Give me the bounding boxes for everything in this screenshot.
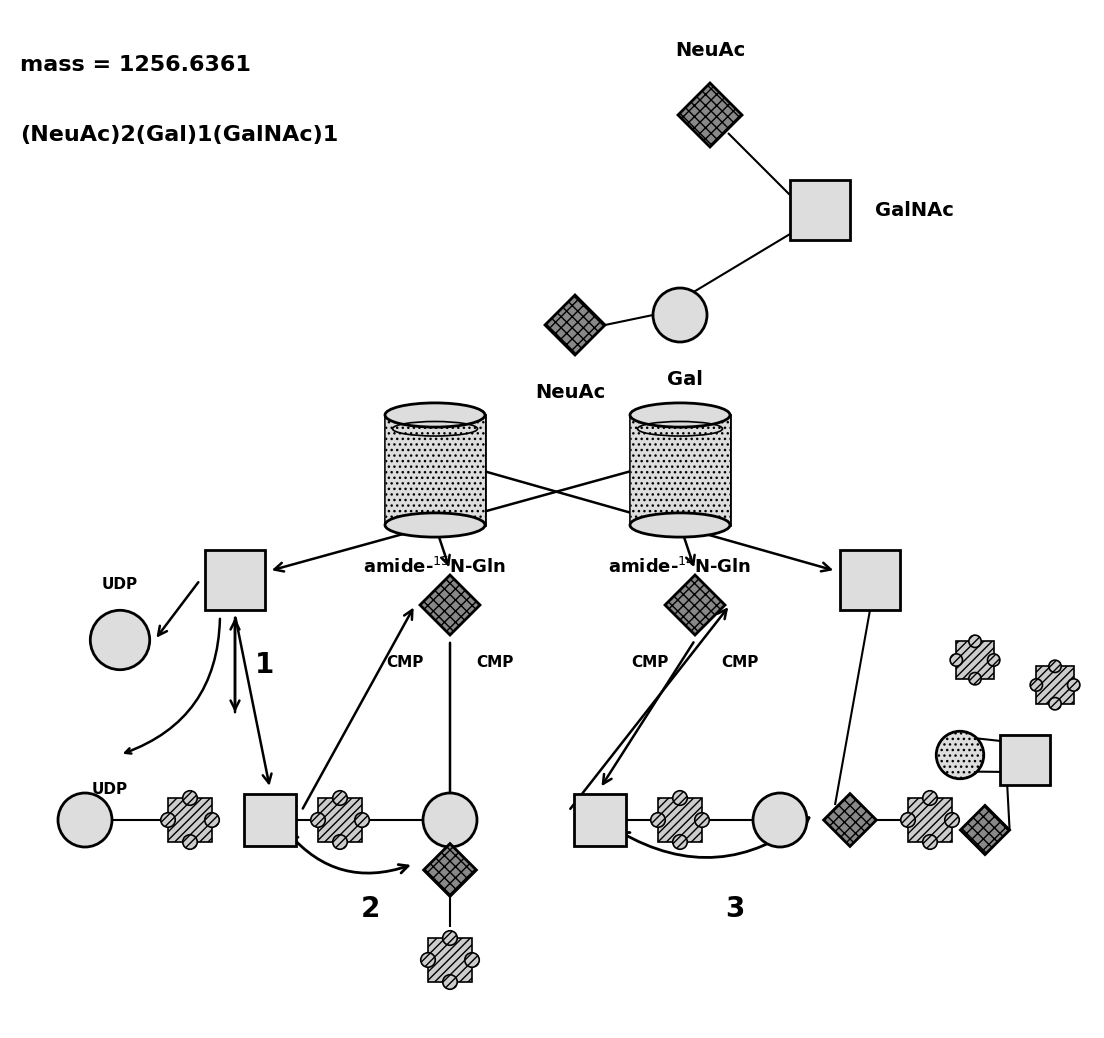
Bar [790, 180, 850, 240]
Bar [907, 798, 952, 842]
Circle shape [923, 791, 937, 805]
Circle shape [1030, 679, 1042, 691]
Text: 2: 2 [360, 895, 380, 923]
Circle shape [204, 813, 220, 827]
Bar [956, 641, 994, 679]
Text: CMP: CMP [721, 655, 758, 670]
Circle shape [923, 835, 937, 849]
Ellipse shape [385, 513, 485, 537]
Bar [205, 550, 265, 610]
Circle shape [652, 288, 707, 342]
Circle shape [694, 813, 709, 827]
Text: NeuAc: NeuAc [534, 383, 605, 402]
Ellipse shape [630, 513, 730, 537]
Circle shape [161, 813, 176, 827]
Polygon shape [960, 805, 1009, 854]
Bar [318, 798, 362, 842]
Circle shape [650, 813, 666, 827]
Circle shape [1068, 679, 1080, 691]
Circle shape [443, 931, 457, 946]
Circle shape [988, 654, 1000, 666]
Text: NeuAc: NeuAc [675, 40, 745, 60]
Polygon shape [665, 575, 725, 635]
Text: CMP: CMP [476, 655, 513, 670]
Text: amide-$^{15}$N-Gln: amide-$^{15}$N-Gln [363, 557, 507, 577]
Text: CMP: CMP [386, 655, 424, 670]
Polygon shape [824, 794, 877, 846]
Text: 3: 3 [725, 895, 745, 923]
Polygon shape [424, 844, 477, 897]
Circle shape [969, 673, 981, 685]
Text: 1: 1 [255, 651, 274, 679]
Circle shape [421, 953, 435, 967]
Text: amide-$^{14}$N-Gln: amide-$^{14}$N-Gln [608, 557, 752, 577]
Circle shape [332, 835, 348, 849]
Text: GalNAc: GalNAc [875, 200, 954, 219]
Circle shape [672, 835, 688, 849]
Ellipse shape [385, 403, 485, 427]
Circle shape [672, 791, 688, 805]
Circle shape [423, 793, 477, 847]
Ellipse shape [630, 403, 730, 427]
Circle shape [354, 813, 369, 827]
Circle shape [969, 635, 981, 648]
Text: Gal: Gal [667, 370, 703, 389]
Polygon shape [678, 83, 742, 147]
Circle shape [59, 793, 112, 847]
Bar [1000, 735, 1050, 785]
Circle shape [183, 835, 198, 849]
Circle shape [1049, 698, 1061, 710]
Circle shape [443, 975, 457, 989]
Bar [385, 415, 485, 525]
Bar [630, 415, 730, 525]
Circle shape [91, 610, 150, 670]
Bar [574, 794, 626, 846]
Bar [428, 938, 473, 982]
Polygon shape [545, 295, 605, 355]
Text: UDP: UDP [102, 577, 138, 593]
Circle shape [310, 813, 326, 827]
Bar [168, 798, 212, 842]
Circle shape [936, 731, 984, 778]
Circle shape [1049, 660, 1061, 673]
Text: (NeuAc)2(Gal)1(GalNAc)1: (NeuAc)2(Gal)1(GalNAc)1 [20, 125, 338, 145]
Bar [630, 415, 730, 525]
Circle shape [753, 793, 807, 847]
Text: CMP: CMP [631, 655, 669, 670]
Text: mass = 1256.6361: mass = 1256.6361 [20, 55, 251, 75]
Bar [840, 550, 900, 610]
Text: UDP: UDP [92, 783, 128, 797]
Bar [1037, 666, 1074, 704]
Circle shape [951, 654, 963, 666]
Circle shape [183, 791, 198, 805]
Bar [385, 415, 485, 525]
Circle shape [901, 813, 915, 827]
Circle shape [945, 813, 959, 827]
Polygon shape [420, 575, 480, 635]
Bar [244, 794, 296, 846]
Bar [658, 798, 702, 842]
Circle shape [332, 791, 348, 805]
Circle shape [465, 953, 479, 967]
